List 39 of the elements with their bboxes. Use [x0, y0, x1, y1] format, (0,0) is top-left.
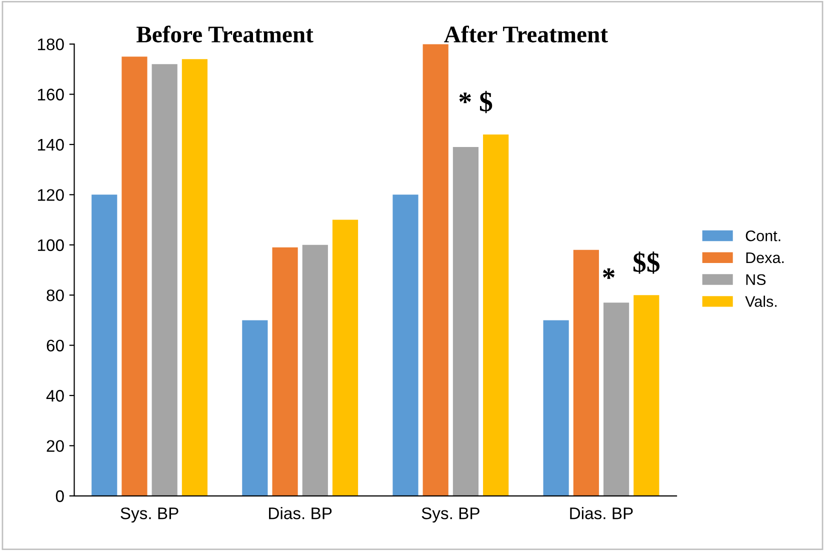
bar — [603, 302, 630, 496]
bar — [92, 194, 118, 496]
x-tick-label: Dias. BP — [570, 507, 633, 520]
text: After Treatment — [444, 26, 608, 42]
bar — [483, 134, 509, 496]
y-tick-label: 60 — [46, 340, 64, 352]
x-tick-label: Sys. BP — [422, 507, 480, 523]
bar — [242, 320, 268, 496]
y-tick-label: 180 — [38, 38, 64, 50]
bar — [182, 59, 208, 496]
y-tick-label: 160 — [38, 88, 64, 100]
legend-label: NS — [746, 274, 766, 286]
y-tick-label: 0 — [56, 490, 64, 502]
y-tick-label: 100 — [38, 239, 64, 252]
y-tick-label: 140 — [38, 138, 64, 151]
legend-label: Dexa. — [746, 252, 784, 264]
bar — [332, 220, 358, 496]
y-tick-label: 80 — [46, 289, 64, 302]
legend-label: Vals. — [745, 296, 777, 307]
text: Before Treatment — [136, 26, 314, 42]
bar — [272, 247, 298, 496]
bar — [422, 44, 448, 496]
y-tick-label: 120 — [38, 189, 64, 201]
bar — [452, 146, 479, 496]
y-tick-label: 20 — [46, 440, 64, 452]
annotation: $$ — [633, 252, 660, 274]
bar — [573, 250, 599, 496]
bar — [302, 244, 328, 496]
annotation: * — [602, 268, 615, 279]
bar — [152, 64, 178, 496]
bar — [634, 295, 660, 496]
bar — [543, 320, 569, 496]
legend-label: Cont. — [746, 230, 780, 242]
bar — [392, 194, 418, 496]
bar — [122, 56, 148, 496]
x-tick-label: Dias. BP — [269, 507, 332, 520]
annotation: * $ — [459, 90, 492, 114]
y-tick-label: 40 — [46, 390, 64, 402]
x-tick-label: Sys. BP — [120, 507, 178, 523]
